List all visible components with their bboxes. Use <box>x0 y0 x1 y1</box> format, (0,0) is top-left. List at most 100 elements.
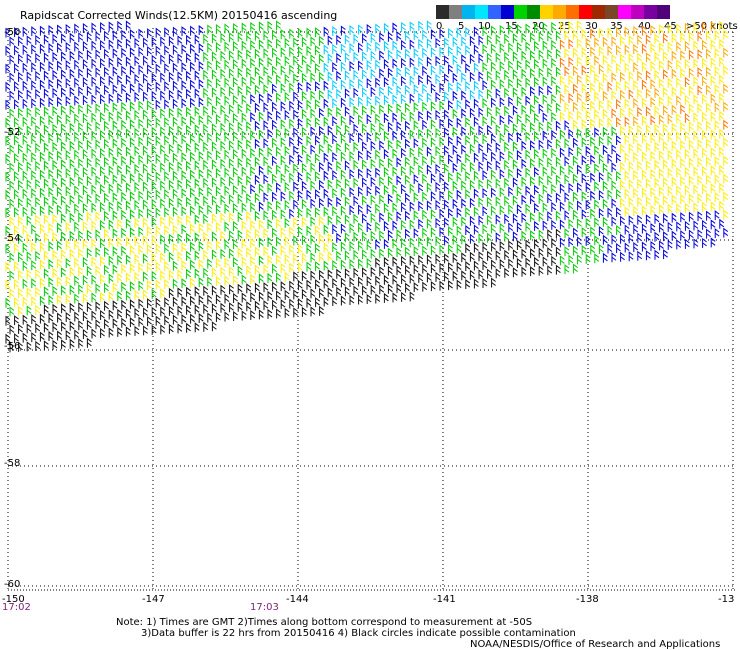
wind-barb <box>336 34 342 45</box>
wind-barb <box>628 89 634 100</box>
wind-barb <box>108 237 114 248</box>
wind-barb <box>659 240 664 251</box>
wind-barb <box>297 298 303 309</box>
wind-barb <box>134 271 140 282</box>
wind-barb <box>43 160 49 171</box>
wind-barb <box>418 272 424 283</box>
wind-barb <box>129 245 135 256</box>
wind-barb <box>293 289 299 300</box>
wind-barb <box>568 38 574 49</box>
wind-barb <box>387 211 393 222</box>
wind-barb <box>22 116 28 127</box>
wind-barb <box>26 341 32 352</box>
wind-barb <box>555 264 561 275</box>
wind-barb <box>134 307 140 318</box>
wind-barb <box>65 132 71 143</box>
wind-barb <box>401 273 406 284</box>
wind-barb <box>654 105 660 116</box>
wind-barb <box>108 75 114 86</box>
wind-barb <box>276 236 281 247</box>
wind-barb <box>301 108 307 119</box>
wind-barb <box>91 202 97 213</box>
wind-barb <box>151 180 157 191</box>
wind-barb <box>375 257 381 268</box>
wind-barb <box>702 219 707 230</box>
wind-barb <box>671 68 677 79</box>
wind-barb <box>250 237 256 248</box>
wind-barb <box>14 27 19 38</box>
wind-barb <box>315 243 320 254</box>
wind-barb <box>5 63 11 74</box>
wind-barb <box>289 262 295 273</box>
wind-barb <box>172 314 178 325</box>
legend-label-7: 35 <box>610 21 623 32</box>
wind-barb <box>74 113 80 124</box>
wind-barb <box>392 94 398 105</box>
wind-barb <box>258 255 264 266</box>
wind-barb <box>18 323 23 334</box>
wind-barb <box>246 211 252 222</box>
wind-barb <box>9 324 15 335</box>
wind-barb <box>516 203 522 214</box>
wind-barb <box>366 59 372 70</box>
wind-barb <box>18 143 23 154</box>
wind-barb <box>186 304 191 315</box>
wind-barb <box>18 71 23 82</box>
wind-barb <box>258 147 264 158</box>
wind-barb <box>65 204 71 215</box>
wind-barb <box>172 80 178 91</box>
wind-barb <box>319 197 324 208</box>
wind-barb <box>426 164 432 175</box>
wind-barb <box>65 276 71 287</box>
wind-barb <box>220 32 226 43</box>
wind-barb <box>671 86 677 97</box>
wind-barb <box>650 114 656 125</box>
wind-barb <box>39 79 45 90</box>
wind-barb <box>229 302 234 313</box>
wind-barb <box>181 224 187 235</box>
wind-barb <box>405 228 410 239</box>
wind-barb <box>495 232 501 243</box>
wind-barb <box>233 310 238 321</box>
wind-barb <box>323 206 329 217</box>
wind-barb <box>48 61 54 72</box>
wind-barb <box>375 185 381 196</box>
wind-barb <box>456 117 462 128</box>
wind-barb <box>598 154 604 165</box>
wind-barb <box>9 180 15 191</box>
wind-barb <box>143 289 148 300</box>
wind-barb <box>469 179 475 190</box>
wind-barb <box>190 295 195 306</box>
wind-barb <box>168 323 174 334</box>
legend-swatch-14 <box>618 5 631 19</box>
wind-barb <box>577 20 582 31</box>
wind-barb <box>323 152 329 163</box>
wind-barb <box>637 160 643 171</box>
wind-barb <box>65 294 71 305</box>
wind-barb <box>289 46 295 57</box>
wind-barb <box>340 169 346 180</box>
wind-barb <box>203 303 209 314</box>
wind-barb <box>177 107 183 118</box>
wind-barb <box>52 195 58 206</box>
wind-barb <box>233 76 238 87</box>
wind-barb <box>74 131 80 142</box>
wind-barb <box>276 218 281 229</box>
wind-barb <box>688 67 694 78</box>
wind-barb <box>211 195 217 206</box>
wind-barb <box>637 142 643 153</box>
wind-barb <box>86 229 92 240</box>
wind-barb <box>31 188 37 199</box>
wind-barb <box>702 201 707 212</box>
wind-barb <box>48 313 54 324</box>
wind-barb <box>719 200 725 211</box>
wind-barb <box>439 136 445 147</box>
wind-barb <box>387 121 393 132</box>
wind-barb <box>706 156 711 167</box>
wind-barb <box>688 139 694 150</box>
wind-barb <box>48 205 54 216</box>
wind-barb <box>659 204 664 215</box>
wind-barb <box>568 164 574 175</box>
wind-barb <box>491 277 496 288</box>
wind-barb <box>125 38 131 49</box>
